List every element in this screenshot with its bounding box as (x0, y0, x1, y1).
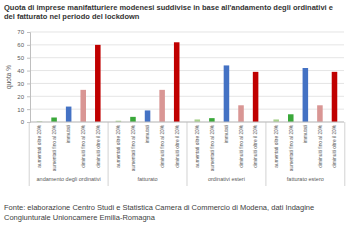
group-separator (187, 122, 188, 186)
chart: Quota di imprese manifatturiere modenesi… (0, 0, 350, 243)
y-tick: 40 (17, 68, 30, 74)
y-tick-mark (27, 32, 30, 33)
y-tick-label: 30 (17, 81, 24, 87)
bar (224, 65, 230, 122)
grid-line (30, 83, 344, 84)
bar (174, 42, 180, 122)
y-axis-line (27, 33, 31, 123)
y-tick-label: 70 (17, 29, 24, 35)
bar (51, 118, 57, 123)
bar (288, 114, 294, 122)
grid-line (30, 96, 344, 97)
bar (209, 118, 215, 122)
y-tick: 10 (17, 107, 30, 113)
bar (317, 105, 323, 122)
bar (66, 107, 72, 122)
bar (253, 72, 259, 122)
group-separator (108, 122, 109, 186)
y-tick: 60 (17, 42, 30, 48)
group-label: fatturato (137, 176, 157, 182)
y-tick-mark (27, 96, 30, 97)
grid-line (30, 32, 344, 33)
group-label: ordinativi esteri (208, 176, 245, 182)
y-tick: 50 (17, 55, 30, 61)
y-tick-mark (27, 58, 30, 59)
group-label: fatturato estero (287, 176, 324, 182)
grid-line (30, 109, 344, 110)
category-label: aumentati fino al 20% (52, 124, 57, 171)
group-separator (265, 122, 266, 186)
y-axis: 0 10 20 30 40 50 60 70 (17, 29, 30, 125)
category-label: diminuiti oltre il 20% (175, 124, 180, 167)
grid (30, 32, 344, 122)
grid-line (30, 44, 344, 45)
category-label: aumentati oltre 20% (116, 124, 121, 167)
y-axis-title: quota % (5, 65, 13, 89)
category-label: aumentati fino al 20% (210, 124, 215, 171)
y-tick-mark (27, 45, 30, 46)
category-label: immutati (224, 125, 229, 143)
bar-labels: aumentati oltre 20% aumentati fino al 20%… (37, 124, 337, 171)
group-separator (29, 122, 30, 186)
bar (159, 90, 165, 122)
bars (37, 42, 338, 122)
y-tick-label: 20 (17, 94, 24, 100)
group-separator (344, 122, 345, 186)
y-tick: 30 (17, 81, 30, 87)
y-tick: 70 (17, 29, 30, 35)
title: Quota di imprese manifatturiere modenesi… (4, 3, 333, 21)
category-label: aumentati oltre 20% (37, 124, 42, 167)
y-tick-label: 10 (17, 107, 24, 113)
bar (130, 117, 136, 122)
bar (95, 45, 101, 122)
y-tick-label: 60 (17, 42, 24, 48)
bar (145, 110, 151, 122)
bar (303, 68, 309, 122)
y-tick-label: 50 (17, 55, 24, 61)
group-labels: andamento degli ordinativi fatturato ordin… (37, 176, 324, 182)
grid-line (30, 57, 344, 58)
category-label: immutati (145, 125, 150, 143)
source: Fonte: elaborazione Centro Studi e Stati… (4, 203, 314, 222)
y-tick-mark (27, 109, 30, 110)
y-tick: 0 (21, 119, 30, 125)
grid-line (30, 70, 344, 71)
category-label: immutati (66, 125, 71, 143)
y-tick-label: 40 (17, 68, 24, 74)
bar (238, 105, 244, 122)
group-label: andamento degli ordinativi (37, 176, 101, 182)
category-label: immutati (303, 125, 308, 143)
category-label: diminuiti fino al 20% (160, 124, 165, 167)
category-label: diminuiti fino al 20% (318, 124, 323, 167)
y-tick-label: 0 (21, 119, 25, 125)
category-label: diminuiti fino al 20% (239, 124, 244, 167)
bar (332, 72, 338, 122)
bar (80, 90, 86, 122)
category-label: diminuiti oltre il 20% (253, 124, 258, 167)
category-label: aumentati fino al 20% (131, 124, 136, 171)
category-label: aumentati oltre 20% (274, 124, 279, 167)
category-label: aumentati fino al 20% (289, 124, 294, 171)
category-label: aumentati oltre 20% (195, 124, 200, 167)
y-tick-mark (27, 83, 30, 84)
y-tick-mark (27, 71, 30, 72)
category-label: diminuiti fino al 20% (81, 124, 86, 167)
category-label: diminuiti oltre il 20% (96, 124, 101, 167)
group-separators (29, 122, 345, 186)
y-tick: 20 (17, 94, 30, 100)
category-label: diminuiti oltre il 20% (332, 124, 337, 167)
